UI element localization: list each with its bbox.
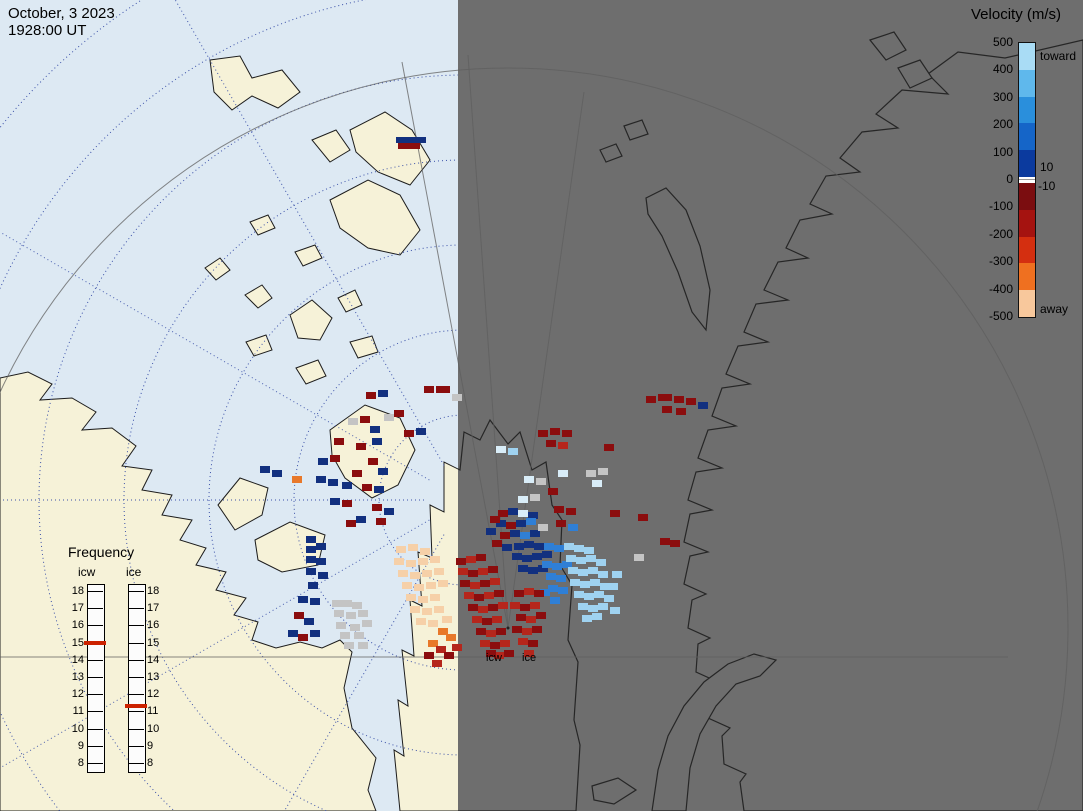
colorbar-tick-minus10: -10 xyxy=(1038,179,1056,193)
frequency-tick-label: 15 xyxy=(147,636,160,649)
time-text: 1928:00 UT xyxy=(8,22,87,39)
radar-site-dot xyxy=(506,626,510,630)
map-label-ice: ice xyxy=(522,652,537,664)
colorbar-tick: 100 xyxy=(992,144,1013,159)
frequency-tick-label: 14 xyxy=(71,653,84,666)
frequency-rung xyxy=(128,608,144,610)
frequency-tick-label: 18 xyxy=(71,585,84,597)
frequency-rung xyxy=(128,591,144,592)
velocity-legend-title: Velocity (m/s) xyxy=(971,6,1062,23)
colorbar-tick: -500 xyxy=(988,309,1013,323)
frequency-tick-label: 8 xyxy=(147,757,154,769)
colorbar-tick: 200 xyxy=(992,117,1013,132)
colorbar-segment xyxy=(1019,209,1035,237)
frequency-rung xyxy=(87,677,103,678)
colorbar-tick: 0 xyxy=(1006,172,1013,186)
frequency-rung xyxy=(128,677,144,678)
frequency-column-ice-label: ice xyxy=(126,565,142,579)
frequency-rung xyxy=(128,711,144,713)
frequency-rung xyxy=(128,642,144,644)
frequency-tick-label: 12 xyxy=(71,688,84,701)
frequency-scale-icw xyxy=(87,584,105,773)
frequency-rung xyxy=(87,728,103,730)
colorbar-segment xyxy=(1019,123,1035,151)
colorbar-tick: 400 xyxy=(992,62,1013,77)
frequency-marker-ice xyxy=(125,704,147,709)
colorbar-segment xyxy=(1019,182,1035,210)
frequency-tick-label: 17 xyxy=(71,602,84,615)
colorbar-segment xyxy=(1019,96,1035,124)
frequency-tick-label: 12 xyxy=(147,688,160,701)
frequency-rung xyxy=(128,659,144,661)
frequency-rung xyxy=(87,763,103,764)
velocity-colorbar xyxy=(1018,42,1036,318)
colorbar-segment xyxy=(1019,290,1035,317)
frequency-rung xyxy=(128,763,144,764)
colorbar-segment xyxy=(1019,150,1035,177)
frequency-tick-label: 18 xyxy=(147,585,160,597)
frequency-tick-label: 13 xyxy=(147,671,160,683)
colorbar-segment xyxy=(1019,263,1035,291)
frequency-rung xyxy=(87,608,103,610)
colorbar-tick: -200 xyxy=(988,226,1013,241)
colorbar-segment xyxy=(1019,69,1035,97)
frequency-rung xyxy=(87,694,103,696)
frequency-tick-label: 9 xyxy=(77,739,84,752)
frequency-tick-label: 10 xyxy=(147,722,160,735)
frequency-tick-label: 14 xyxy=(147,653,160,666)
toward-label: toward xyxy=(1040,49,1077,63)
map-label-icw: icw xyxy=(486,652,502,664)
frequency-marker-icw xyxy=(84,640,106,645)
frequency-tick-label: 13 xyxy=(71,671,84,683)
frequency-rung xyxy=(128,625,144,627)
frequency-rung xyxy=(87,711,103,713)
frequency-rung xyxy=(87,659,103,661)
colorbar-tick-plus10: 10 xyxy=(1040,160,1054,174)
colorbar-tick: 500 xyxy=(992,35,1013,49)
frequency-rung xyxy=(87,745,103,747)
colorbar-zero-band xyxy=(1019,176,1035,183)
frequency-tick-label: 15 xyxy=(71,636,84,649)
frequency-tick-label: 16 xyxy=(71,619,84,632)
frequency-tick-label: 11 xyxy=(147,705,159,718)
away-label: away xyxy=(1040,302,1069,316)
frequency-rung xyxy=(128,728,144,730)
frequency-tick-label: 16 xyxy=(147,619,160,632)
frequency-tick-label: 11 xyxy=(72,705,84,718)
frequency-rung xyxy=(87,591,103,592)
colorbar-tick: -100 xyxy=(988,199,1013,214)
frequency-scale-ice xyxy=(128,584,146,773)
date-text: October, 3 2023 xyxy=(8,5,115,22)
frequency-tick-label: 10 xyxy=(71,722,84,735)
frequency-tick-label: 17 xyxy=(147,602,160,615)
colorbar-tick: -400 xyxy=(988,281,1013,296)
colorbar-tick: 300 xyxy=(992,89,1013,104)
frequency-tick-label: 9 xyxy=(147,739,154,752)
frequency-rung xyxy=(128,745,144,747)
colorbar-segment xyxy=(1019,236,1035,264)
frequency-rung xyxy=(128,694,144,696)
frequency-legend-title: Frequency xyxy=(68,544,135,560)
colorbar-tick: -300 xyxy=(988,254,1013,269)
frequency-rung xyxy=(87,625,103,627)
frequency-tick-label: 8 xyxy=(77,757,84,769)
colorbar-segment xyxy=(1019,43,1035,70)
frequency-column-icw-label: icw xyxy=(78,565,96,579)
